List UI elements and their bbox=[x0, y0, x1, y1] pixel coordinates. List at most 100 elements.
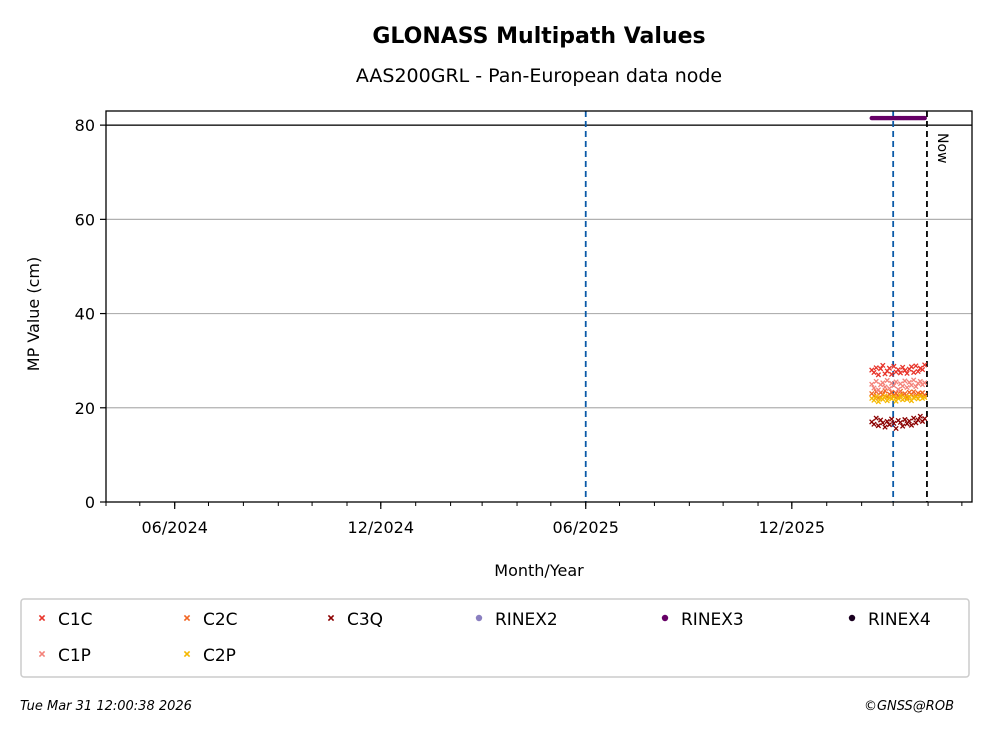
point-c3q bbox=[873, 415, 879, 421]
legend-c2p-marker bbox=[183, 650, 191, 658]
legend-c1c-marker bbox=[38, 614, 46, 622]
chart-title: GLONASS Multipath Values bbox=[372, 24, 705, 49]
point-c1p bbox=[880, 380, 886, 386]
now-label: Now bbox=[934, 133, 950, 164]
point-c3q bbox=[882, 424, 888, 430]
point-c2p bbox=[891, 394, 897, 400]
point-c1c bbox=[880, 362, 886, 369]
legend-rinex4-label: RINEX4 bbox=[868, 610, 931, 630]
point-c1c bbox=[913, 363, 919, 369]
point-c3q bbox=[908, 422, 915, 428]
y-tick-label: 20 bbox=[75, 399, 95, 418]
point-c1c bbox=[897, 370, 904, 376]
point-c1c bbox=[877, 366, 884, 372]
legend-c2c-label: C2C bbox=[203, 610, 238, 630]
point-c2c bbox=[893, 390, 899, 396]
y-tick-label: 80 bbox=[75, 116, 95, 135]
point-c2p bbox=[871, 397, 877, 403]
x-tick-label: 12/2025 bbox=[759, 518, 825, 537]
legend-rinex3-label: RINEX3 bbox=[681, 610, 744, 630]
point-c3q bbox=[884, 418, 890, 425]
point-c1p bbox=[884, 377, 890, 384]
point-c1c bbox=[875, 372, 882, 378]
point-c1c bbox=[919, 366, 926, 373]
legend-c2c-marker bbox=[183, 614, 191, 622]
point-c3q bbox=[871, 421, 877, 427]
point-c1c bbox=[922, 362, 928, 368]
legend-c3q-marker bbox=[327, 614, 335, 622]
point-c1p bbox=[899, 383, 906, 389]
point-c1p bbox=[922, 380, 928, 386]
x-tick-label: 06/2025 bbox=[553, 518, 619, 537]
point-c1p bbox=[891, 382, 897, 389]
point-rinex3 bbox=[922, 115, 927, 121]
footer-timestamp: Tue Mar 31 12:00:38 2026 bbox=[20, 699, 192, 714]
plot-area: Now 0 20 40 60 80 06/2024 12/2024 06/2025 12/2025 bbox=[75, 110, 973, 537]
legend-rinex3-marker bbox=[661, 614, 669, 622]
point-c2p bbox=[884, 398, 890, 404]
axes-frame bbox=[105, 110, 973, 503]
point-c2c bbox=[911, 389, 917, 395]
point-c3q bbox=[899, 423, 906, 429]
point-c3q bbox=[875, 423, 882, 429]
legend-c1p-marker bbox=[38, 650, 46, 658]
point-c1c bbox=[915, 368, 921, 375]
point-c3q bbox=[888, 416, 895, 422]
point-c1c bbox=[908, 364, 915, 370]
point-c1p bbox=[871, 385, 877, 391]
legend-rinex2-label: RINEX2 bbox=[495, 610, 558, 630]
legend-c1c-label: C1C bbox=[58, 610, 93, 630]
point-c3q bbox=[886, 422, 893, 428]
point-c1c bbox=[899, 364, 906, 370]
point-c3q bbox=[902, 416, 908, 423]
point-c1p bbox=[869, 381, 875, 387]
point-c3q bbox=[911, 415, 917, 421]
x-tick-label: 12/2024 bbox=[348, 518, 414, 537]
point-c1c bbox=[888, 371, 895, 377]
point-c2c bbox=[888, 389, 895, 395]
point-c1p bbox=[904, 384, 910, 391]
point-c2p bbox=[922, 394, 928, 401]
point-c1p bbox=[893, 379, 899, 385]
point-c3q bbox=[915, 417, 921, 423]
legend-c1p-label: C1P bbox=[58, 646, 91, 666]
point-c1c bbox=[886, 365, 893, 371]
legend-c2p-label: C2P bbox=[203, 646, 236, 666]
y-tick-label: 0 bbox=[85, 493, 95, 512]
point-c2p bbox=[873, 393, 879, 400]
point-c1p bbox=[886, 385, 893, 392]
point-c1p bbox=[895, 386, 901, 393]
point-c3q bbox=[917, 413, 923, 419]
point-c3q bbox=[906, 418, 912, 424]
point-c2p bbox=[880, 396, 886, 402]
footer-copyright: ©GNSS@ROB bbox=[864, 699, 954, 714]
point-c1p bbox=[911, 377, 917, 383]
chart-subtitle: AAS200GRL - Pan-European data node bbox=[356, 65, 722, 87]
point-c1p bbox=[908, 382, 915, 388]
legend-c3q-label: C3Q bbox=[347, 610, 383, 630]
point-c1c bbox=[871, 369, 877, 376]
legend-rinex4-marker bbox=[848, 614, 856, 622]
point-c2p bbox=[906, 393, 912, 400]
point-c1c bbox=[911, 369, 917, 376]
point-c2p bbox=[882, 393, 888, 399]
y-tick-label: 40 bbox=[75, 305, 95, 324]
point-c3q bbox=[893, 425, 899, 432]
point-c1c bbox=[904, 370, 910, 377]
point-c1p bbox=[902, 378, 908, 384]
point-c1c bbox=[895, 366, 901, 373]
point-c1p bbox=[913, 383, 919, 390]
point-c2p bbox=[897, 392, 904, 399]
point-c1c bbox=[891, 363, 897, 369]
point-c2p bbox=[875, 398, 882, 405]
point-c3q bbox=[922, 415, 928, 422]
legend: C1C C2C C3Q RINEX2 RINEX3 RINEX4 C1P C2P bbox=[38, 610, 931, 666]
legend-rinex2-marker bbox=[475, 614, 483, 622]
x-axis-label: Month/Year bbox=[494, 561, 584, 580]
point-c3q bbox=[897, 419, 904, 426]
legend-box bbox=[20, 598, 970, 678]
point-c1p bbox=[917, 378, 923, 385]
point-c3q bbox=[891, 420, 897, 426]
y-tick-label: 60 bbox=[75, 210, 95, 229]
